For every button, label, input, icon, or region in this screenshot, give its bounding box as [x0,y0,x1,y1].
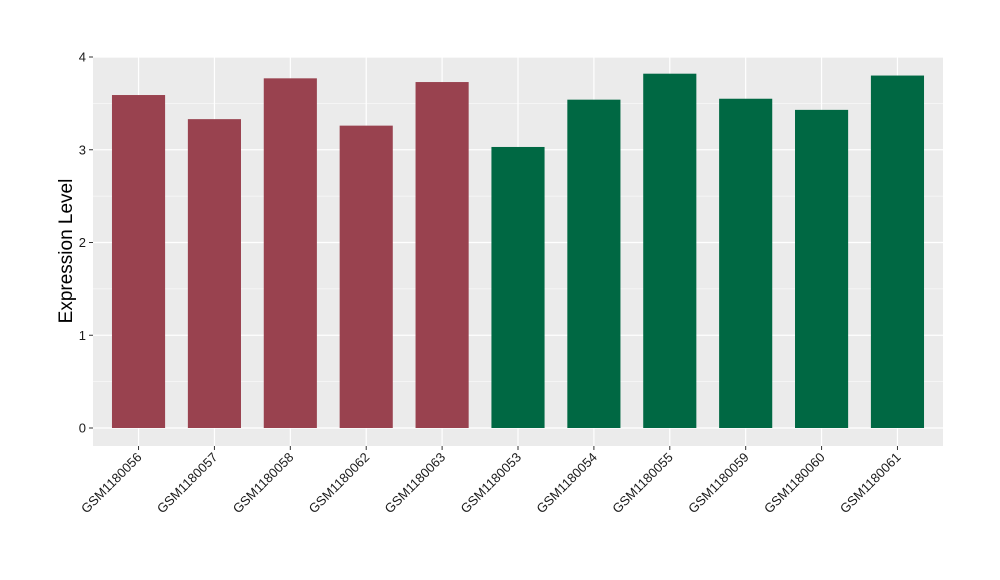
bar-GSM1180062 [339,125,393,428]
x-tick-label: GSM1180053 [457,450,524,517]
y-tick-label: 3 [79,142,86,157]
y-tick-label: 0 [79,421,86,436]
bars-group [111,73,925,429]
bar-GSM1180056 [111,95,166,428]
x-tick-label: GSM1180057 [154,450,221,517]
bar-GSM1180053 [491,146,545,428]
bar-GSM1180059 [719,98,773,429]
x-tick-label: GSM1180061 [837,450,904,517]
x-tick-label: GSM1180063 [382,450,449,517]
x-tick-label: GSM1180055 [609,450,676,517]
bar-GSM1180060 [795,109,849,429]
y-tick-label: 4 [79,50,86,65]
bar-GSM1180057 [187,119,241,428]
bar-GSM1180054 [567,99,621,428]
y-tick-label: 1 [79,328,86,343]
x-tick-label: GSM1180054 [533,450,600,517]
bar-GSM1180061 [870,75,925,429]
y-axis: 0 1 2 3 4 [79,50,93,436]
x-axis: GSM1180056 GSM1180057 GSM1180058 GSM1180062… [78,446,904,516]
y-axis-title: Expression Level [56,179,77,324]
x-tick-label: GSM1180062 [306,450,373,517]
x-tick-label: GSM1180060 [761,450,828,517]
bar-GSM1180058 [263,78,317,429]
bar-GSM1180055 [643,73,697,428]
bar-GSM1180063 [415,82,469,428]
y-tick-label: 2 [79,235,86,250]
x-tick-label: GSM1180059 [685,450,752,517]
x-tick-label: GSM1180058 [230,450,297,517]
x-tick-label: GSM1180056 [78,450,145,517]
